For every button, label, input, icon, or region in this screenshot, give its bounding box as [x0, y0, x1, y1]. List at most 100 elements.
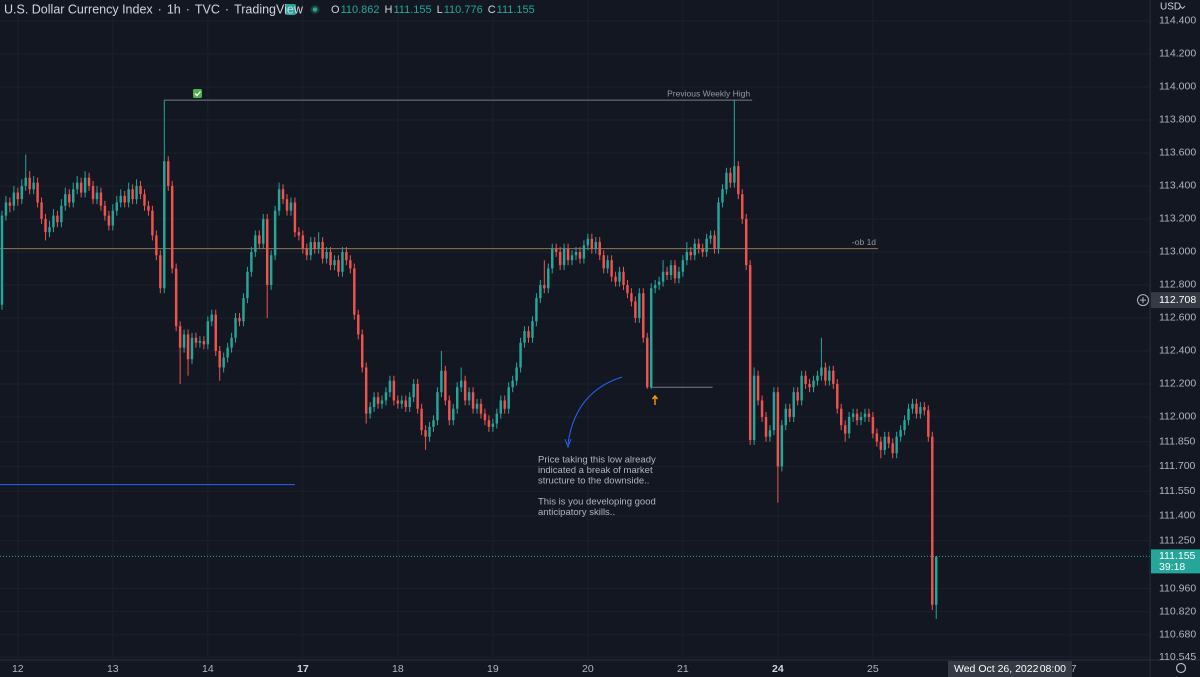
- candle-body: [234, 317, 237, 338]
- x-tick-label: 14: [202, 663, 214, 675]
- y-tick-label: 112.400: [1159, 345, 1196, 357]
- candle-body: [630, 293, 633, 302]
- candle-body: [40, 202, 43, 219]
- candle-body: [341, 251, 344, 272]
- candle-body: [895, 436, 898, 454]
- candle-body: [748, 265, 752, 441]
- candle-body: [558, 251, 562, 266]
- y-tick-label: 111.550: [1159, 485, 1196, 497]
- y-tick-label: 114.400: [1159, 15, 1196, 27]
- candle-body: [582, 245, 586, 259]
- candle-body: [321, 242, 324, 259]
- candle-body: [444, 370, 447, 401]
- candle-body: [416, 383, 419, 409]
- candle-body: [56, 215, 59, 223]
- candle-body: [467, 392, 471, 401]
- candle-body: [729, 172, 732, 183]
- candle-body: [879, 441, 883, 450]
- candle-body: [258, 235, 261, 244]
- y-tick-label: 114.000: [1159, 81, 1196, 93]
- candle-body: [151, 210, 154, 236]
- candle-body: [186, 334, 190, 360]
- candle-body: [638, 293, 641, 318]
- candle-body: [95, 192, 99, 200]
- candle-body: [495, 413, 499, 424]
- candle-body: [123, 195, 126, 203]
- candle-body: [143, 194, 146, 206]
- candle-body: [32, 182, 35, 190]
- candle-body: [87, 177, 91, 186]
- candle-body: [194, 337, 198, 343]
- candle-body: [52, 215, 55, 228]
- ohlc-letter: H: [385, 4, 393, 16]
- candle-body: [697, 243, 700, 249]
- candle-body: [420, 408, 423, 431]
- candle-body: [448, 400, 451, 421]
- candle-body: [432, 420, 435, 427]
- candle-body: [313, 242, 316, 249]
- candle-body: [527, 331, 530, 338]
- candle-body: [456, 387, 459, 409]
- y-tick-label: 113.400: [1159, 180, 1196, 192]
- settings-icon[interactable]: [1175, 662, 1187, 674]
- candle-body: [871, 416, 875, 434]
- candle-body: [75, 182, 79, 190]
- candle-body: [701, 248, 704, 252]
- candle-body: [297, 232, 301, 236]
- candle-body: [709, 235, 712, 239]
- candle-body: [277, 189, 281, 211]
- currency-label[interactable]: USD: [1160, 2, 1181, 13]
- candle-body: [72, 189, 75, 203]
- candle-body: [396, 400, 400, 404]
- ohlc-letter: C: [488, 4, 496, 16]
- candle-body: [744, 218, 748, 266]
- candle-body: [198, 341, 202, 343]
- countdown-label: 39:18: [1159, 561, 1185, 573]
- ohlc-value: 110.862: [341, 4, 380, 16]
- candle-body: [923, 407, 926, 411]
- x-tick-label: 24: [772, 663, 784, 675]
- candle-body: [776, 392, 780, 467]
- y-tick-label: 110.960: [1159, 582, 1196, 594]
- header: U.S. Dollar Currency Index · 1h · TVC · Tradin…: [4, 2, 535, 16]
- candle-body: [262, 218, 265, 244]
- candle-body: [333, 260, 336, 266]
- brand: TradingView: [234, 2, 304, 16]
- last-price-box: [1151, 549, 1200, 574]
- candle-body: [772, 392, 776, 431]
- candle-body: [915, 403, 918, 414]
- candle-body: [384, 392, 388, 401]
- candle-body: [836, 383, 839, 409]
- candle-body: [127, 189, 130, 203]
- candle-body: [174, 268, 178, 327]
- candle-body: [404, 400, 407, 408]
- candle-body: [147, 205, 150, 211]
- candle-body: [368, 407, 372, 414]
- y-tick-label: 113.000: [1159, 246, 1196, 258]
- candle-body: [226, 347, 229, 358]
- candle-body: [159, 255, 162, 289]
- candle-body: [693, 243, 696, 256]
- candle-body: [685, 251, 689, 261]
- ohlc-letter: L: [437, 4, 443, 16]
- candle-body: [824, 367, 827, 381]
- candle-body: [412, 383, 415, 398]
- candle-body: [210, 314, 214, 322]
- crosshair-price-box: [1151, 292, 1200, 309]
- candle-body: [594, 242, 598, 249]
- candle-body: [364, 367, 368, 414]
- candle-body: [135, 185, 138, 200]
- candle-body: [222, 357, 225, 368]
- candle-body: [16, 192, 20, 200]
- flag-icon: [285, 4, 296, 15]
- candle-body: [804, 375, 807, 384]
- candle-body: [281, 189, 285, 200]
- candle-body: [424, 430, 427, 437]
- candle-body: [91, 185, 95, 200]
- candle-body: [590, 238, 594, 249]
- candle-body: [673, 265, 677, 279]
- candle-body: [741, 194, 744, 219]
- candle-body: [733, 166, 736, 183]
- candle-body: [578, 251, 582, 259]
- candle-body: [820, 367, 823, 376]
